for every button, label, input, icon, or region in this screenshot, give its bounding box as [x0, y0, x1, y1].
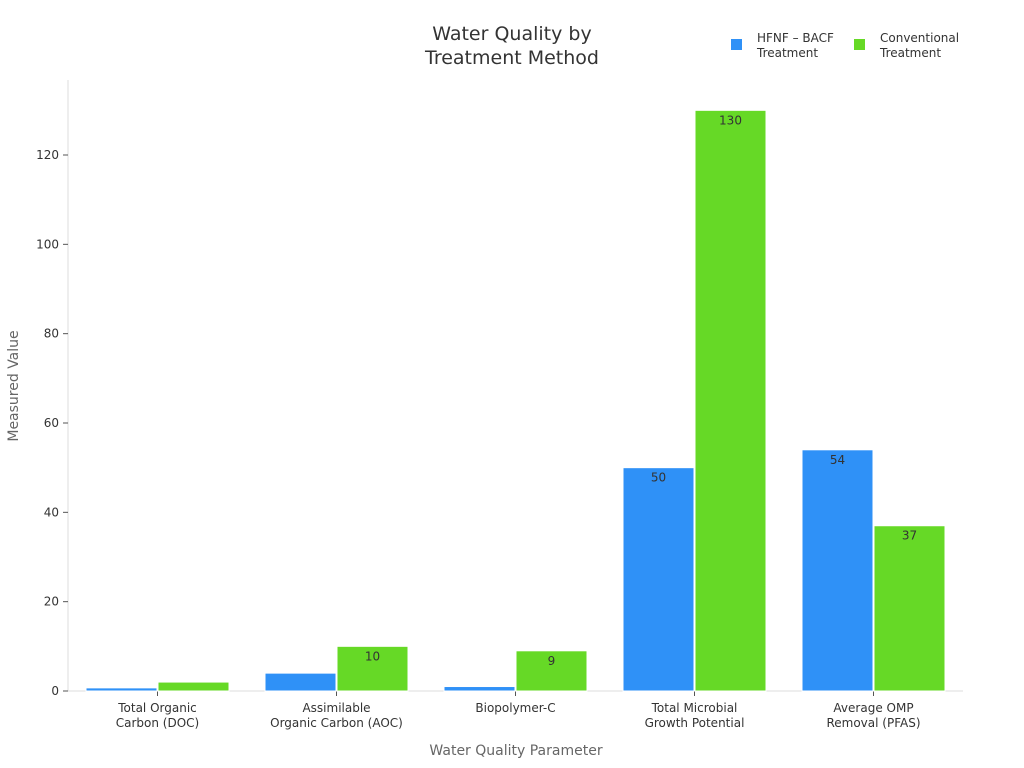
- bar: [336, 645, 409, 692]
- legend-swatch: [854, 39, 865, 50]
- x-tick-label: Total Organic Carbon (DOC): [116, 701, 199, 730]
- bar: [873, 525, 946, 692]
- x-tick-label: Total Microbial Growth Potential: [645, 701, 745, 730]
- y-tick-label: 80: [44, 327, 59, 341]
- bar: [801, 449, 874, 692]
- x-axis-label: Water Quality Parameter: [429, 743, 602, 759]
- y-tick-label: 60: [44, 416, 59, 430]
- legend-swatch: [731, 39, 742, 50]
- x-tick-label: Biopolymer-C: [475, 701, 555, 715]
- chart-title: Water Quality by Treatment Method: [424, 23, 599, 69]
- y-tick-label: 40: [44, 505, 59, 519]
- y-tick-label: 120: [36, 148, 59, 162]
- legend-label: Conventional Treatment: [879, 31, 959, 60]
- bar: [622, 467, 695, 692]
- data-label: 50: [651, 471, 666, 485]
- data-label: 37: [902, 529, 917, 543]
- y-tick-label: 100: [36, 237, 59, 251]
- bar: [157, 681, 230, 692]
- y-tick-label: 0: [51, 684, 59, 698]
- y-axis-label: Measured Value: [6, 330, 22, 441]
- data-label: 54: [830, 453, 845, 467]
- bar: [85, 687, 158, 692]
- data-label: 10: [365, 649, 380, 663]
- bar: [443, 686, 516, 692]
- data-label: 9: [548, 654, 556, 668]
- data-label: 130: [719, 113, 742, 127]
- y-tick-label: 20: [44, 595, 59, 609]
- bar: [515, 650, 588, 692]
- x-tick-label: Assimilable Organic Carbon (AOC): [270, 701, 403, 730]
- bar: [264, 672, 337, 692]
- legend-label: HFNF – BACF Treatment: [756, 31, 834, 60]
- x-tick-label: Average OMP Removal (PFAS): [826, 701, 920, 730]
- bar: [694, 109, 767, 692]
